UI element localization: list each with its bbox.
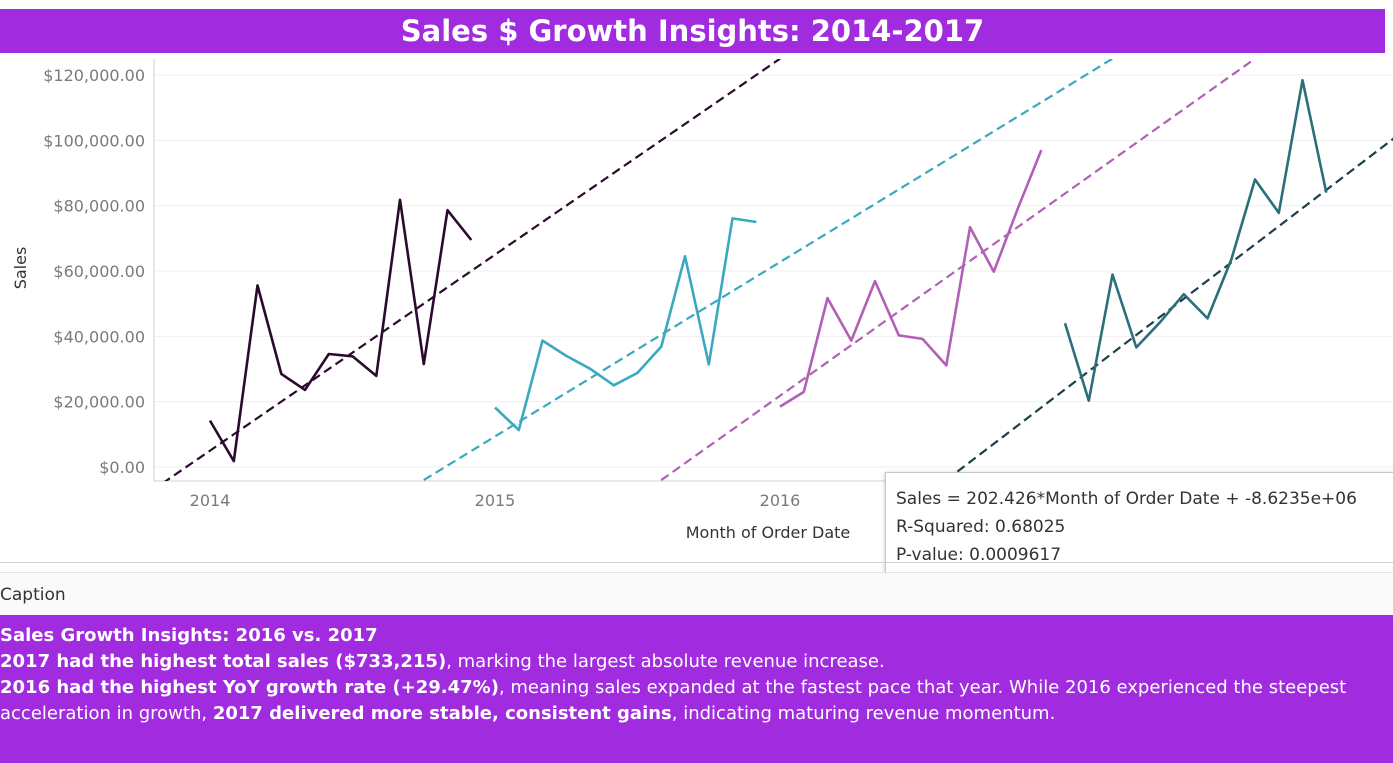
y-axis-ticks: $0.00 $20,000.00 $40,000.00 $60,000.00 $80,0… xyxy=(43,66,145,477)
series-lines[interactable] xyxy=(208,78,1328,463)
trend-line-2014[interactable] xyxy=(163,59,781,484)
x-axis-title: Month of Order Date xyxy=(686,523,851,542)
y-tick-label: $80,000.00 xyxy=(53,197,145,216)
sales-line-chart[interactable]: $0.00 $20,000.00 $40,000.00 $60,000.00 $80,0… xyxy=(0,53,1393,561)
chart-title-bar: Sales $ Growth Insights: 2014-2017 xyxy=(0,9,1385,53)
caption-line-1-bold: 2017 had the highest total sales ($733,2… xyxy=(0,651,447,672)
caption-line-2-end: , indicating maturing revenue momentum. xyxy=(671,703,1056,724)
caption-header: Caption xyxy=(0,572,1393,615)
caption-line-2-bold-2: 2017 delivered more stable, consistent g… xyxy=(212,703,672,724)
y-axis-title: Sales xyxy=(11,247,30,290)
tooltip-r-squared: R-Squared: 0.68025 xyxy=(896,517,1066,537)
tooltip-equation: Sales = 202.426*Month of Order Date + -8… xyxy=(896,489,1357,509)
caption-line-1: 2017 had the highest total sales ($733,2… xyxy=(0,649,885,675)
caption-label: Caption xyxy=(0,585,66,605)
x-tick-label: 2016 xyxy=(760,491,801,510)
series-line-2017[interactable] xyxy=(1063,78,1328,403)
trend-line-2017[interactable] xyxy=(945,117,1393,481)
y-tick-label: $100,000.00 xyxy=(43,131,145,150)
y-tick-label: $120,000.00 xyxy=(43,66,145,85)
trend-line-2015[interactable] xyxy=(423,59,1114,481)
caption-line-1-rest: , marking the largest absolute revenue i… xyxy=(446,651,885,672)
caption-line-2: 2016 had the highest YoY growth rate (+2… xyxy=(0,675,1393,727)
gridlines xyxy=(153,59,1393,482)
caption-line-2-rest: , meaning sales expanded at the fastest … xyxy=(0,677,1347,724)
section-divider xyxy=(0,562,1393,563)
series-line-2015[interactable] xyxy=(494,217,757,432)
chart-title: Sales $ Growth Insights: 2014-2017 xyxy=(400,14,985,48)
y-tick-label: $40,000.00 xyxy=(53,327,145,346)
series-line-2014[interactable] xyxy=(208,198,473,463)
caption-line-2-bold: 2016 had the highest YoY growth rate (+2… xyxy=(0,677,499,698)
caption-box: Sales Growth Insights: 2016 vs. 2017 201… xyxy=(0,615,1393,763)
caption-heading: Sales Growth Insights: 2016 vs. 2017 xyxy=(0,625,378,646)
x-tick-label: 2015 xyxy=(475,491,516,510)
tooltip-p-value: P-value: 0.0009617 xyxy=(896,545,1062,565)
y-tick-label: $20,000.00 xyxy=(53,393,145,412)
chart-area[interactable]: $0.00 $20,000.00 $40,000.00 $60,000.00 $80,0… xyxy=(0,53,1393,561)
trend-line-tooltip: Sales = 202.426*Month of Order Date + -8… xyxy=(885,472,1393,581)
y-tick-label: $0.00 xyxy=(99,458,145,477)
y-tick-label: $60,000.00 xyxy=(53,262,145,281)
x-tick-label: 2014 xyxy=(190,491,231,510)
series-line-2016[interactable] xyxy=(779,149,1043,408)
trend-line-2016[interactable] xyxy=(660,59,1256,481)
trend-lines[interactable] xyxy=(163,59,1393,484)
x-axis-ticks: 2014 2015 2016 xyxy=(190,491,801,510)
